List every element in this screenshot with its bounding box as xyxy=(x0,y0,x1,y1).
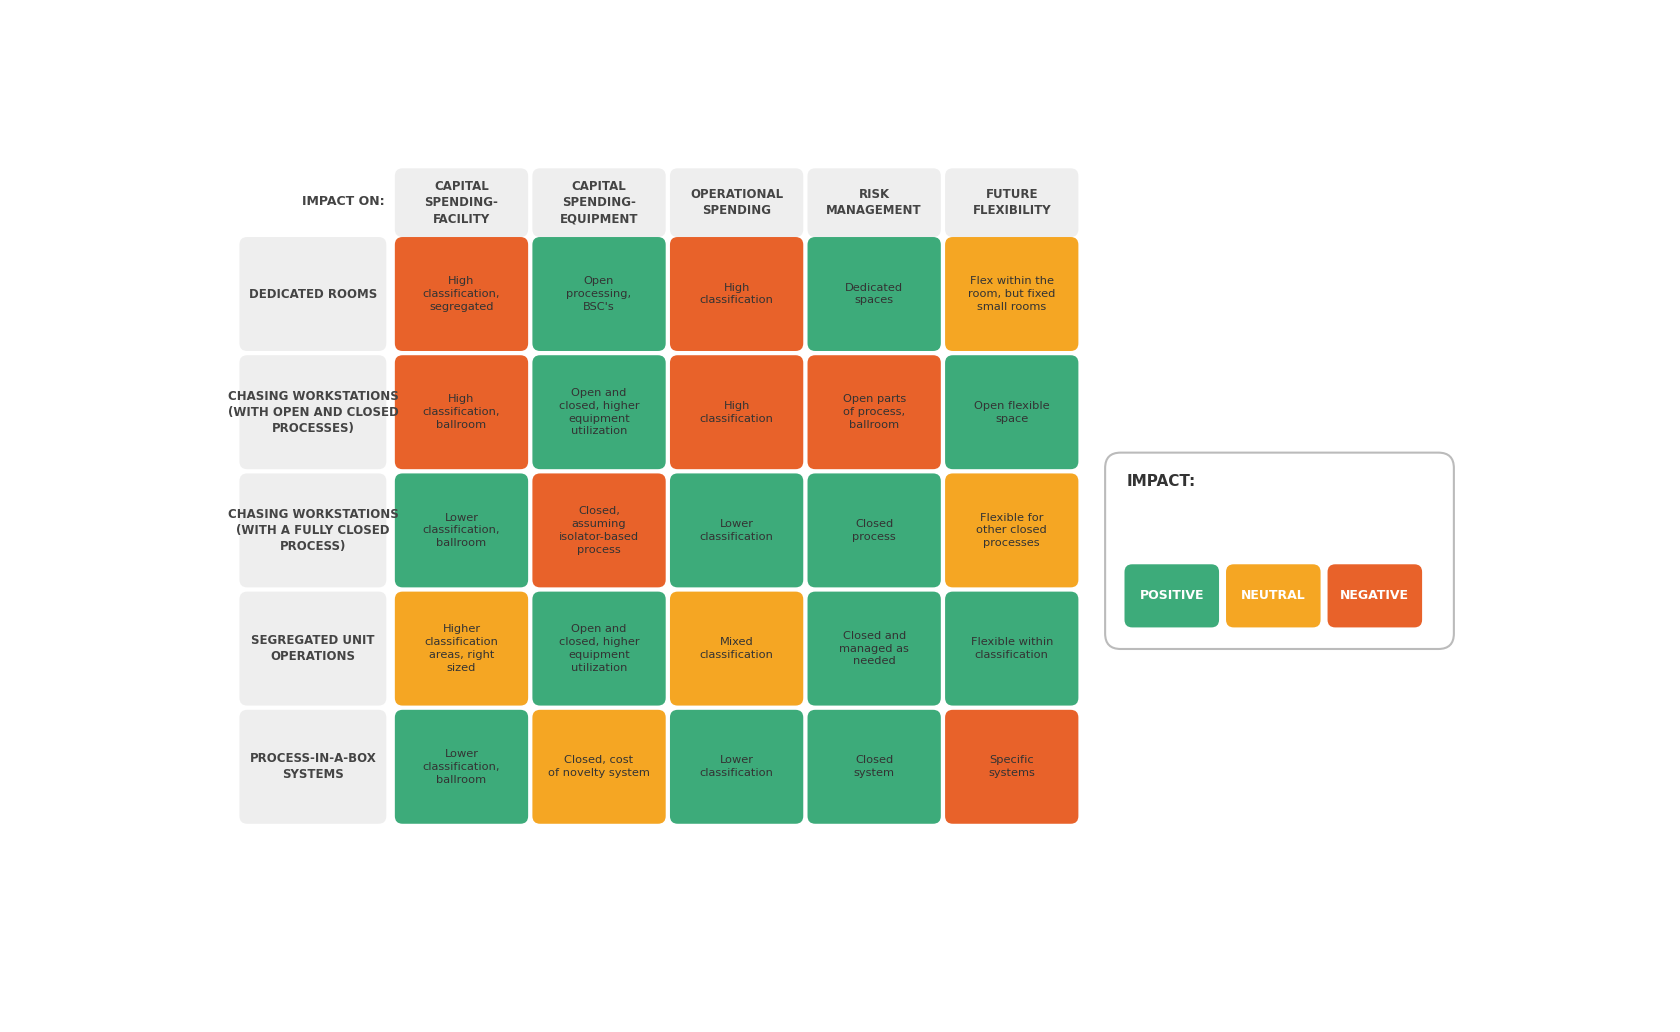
Text: OPERATIONAL
SPENDING: OPERATIONAL SPENDING xyxy=(690,188,783,218)
Text: IMPACT:: IMPACT: xyxy=(1127,475,1196,489)
Text: High
classification,
segregated: High classification, segregated xyxy=(423,277,501,312)
Text: CHASING WORKSTATIONS
(WITH OPEN AND CLOSED
PROCESSES): CHASING WORKSTATIONS (WITH OPEN AND CLOS… xyxy=(227,390,398,434)
Text: Open and
closed, higher
equipment
utilization: Open and closed, higher equipment utiliz… xyxy=(559,624,640,673)
Text: IMPACT ON:: IMPACT ON: xyxy=(302,195,385,208)
FancyBboxPatch shape xyxy=(946,474,1079,587)
FancyBboxPatch shape xyxy=(1124,565,1220,627)
Text: Closed and
managed as
needed: Closed and managed as needed xyxy=(840,631,909,667)
FancyBboxPatch shape xyxy=(670,355,803,470)
Text: FUTURE
FLEXIBILITY: FUTURE FLEXIBILITY xyxy=(973,188,1052,218)
Text: Open
processing,
BSC's: Open processing, BSC's xyxy=(566,277,632,312)
Text: DEDICATED ROOMS: DEDICATED ROOMS xyxy=(249,288,376,300)
FancyBboxPatch shape xyxy=(395,237,528,351)
FancyBboxPatch shape xyxy=(808,355,941,470)
FancyBboxPatch shape xyxy=(808,168,941,237)
Text: Open and
closed, higher
equipment
utilization: Open and closed, higher equipment utiliz… xyxy=(559,388,640,437)
FancyBboxPatch shape xyxy=(240,710,386,824)
FancyBboxPatch shape xyxy=(240,237,386,351)
Text: Lower
classification,
ballroom: Lower classification, ballroom xyxy=(423,749,501,784)
FancyBboxPatch shape xyxy=(533,474,665,587)
FancyBboxPatch shape xyxy=(946,168,1079,237)
Text: PROCESS-IN-A-BOX
SYSTEMS: PROCESS-IN-A-BOX SYSTEMS xyxy=(250,752,376,781)
Text: RISK
MANAGEMENT: RISK MANAGEMENT xyxy=(827,188,922,218)
Text: High
classification: High classification xyxy=(699,400,773,423)
FancyBboxPatch shape xyxy=(1105,453,1453,649)
FancyBboxPatch shape xyxy=(808,591,941,706)
FancyBboxPatch shape xyxy=(533,591,665,706)
FancyBboxPatch shape xyxy=(395,591,528,706)
FancyBboxPatch shape xyxy=(1327,565,1421,627)
Text: Mixed
classification: Mixed classification xyxy=(699,637,773,660)
Text: Closed
system: Closed system xyxy=(853,755,895,778)
Text: CHASING WORKSTATIONS
(WITH A FULLY CLOSED
PROCESS): CHASING WORKSTATIONS (WITH A FULLY CLOSE… xyxy=(227,508,398,553)
FancyBboxPatch shape xyxy=(240,591,386,706)
Text: Lower
classification: Lower classification xyxy=(699,755,773,778)
Text: NEGATIVE: NEGATIVE xyxy=(1341,589,1410,603)
Text: Closed, cost
of novelty system: Closed, cost of novelty system xyxy=(548,755,650,778)
Text: CAPITAL
SPENDING-
EQUIPMENT: CAPITAL SPENDING- EQUIPMENT xyxy=(559,180,638,226)
Text: Flexible for
other closed
processes: Flexible for other closed processes xyxy=(976,513,1047,548)
Text: CAPITAL
SPENDING-
FACILITY: CAPITAL SPENDING- FACILITY xyxy=(425,180,499,226)
FancyBboxPatch shape xyxy=(808,237,941,351)
FancyBboxPatch shape xyxy=(946,355,1079,470)
FancyBboxPatch shape xyxy=(946,710,1079,824)
Text: Open flexible
space: Open flexible space xyxy=(974,400,1050,423)
Text: Lower
classification: Lower classification xyxy=(699,519,773,542)
FancyBboxPatch shape xyxy=(808,710,941,824)
FancyBboxPatch shape xyxy=(240,474,386,587)
FancyBboxPatch shape xyxy=(670,168,803,237)
FancyBboxPatch shape xyxy=(670,474,803,587)
FancyBboxPatch shape xyxy=(670,591,803,706)
Text: POSITIVE: POSITIVE xyxy=(1139,589,1205,603)
FancyBboxPatch shape xyxy=(670,237,803,351)
Text: Open parts
of process,
ballroom: Open parts of process, ballroom xyxy=(843,394,906,430)
Text: Lower
classification,
ballroom: Lower classification, ballroom xyxy=(423,513,501,548)
FancyBboxPatch shape xyxy=(395,710,528,824)
Text: SEGREGATED UNIT
OPERATIONS: SEGREGATED UNIT OPERATIONS xyxy=(250,634,375,664)
FancyBboxPatch shape xyxy=(395,168,528,237)
Text: Dedicated
spaces: Dedicated spaces xyxy=(845,283,904,305)
Text: Flexible within
classification: Flexible within classification xyxy=(971,637,1053,660)
FancyBboxPatch shape xyxy=(533,237,665,351)
FancyBboxPatch shape xyxy=(946,591,1079,706)
FancyBboxPatch shape xyxy=(946,237,1079,351)
FancyBboxPatch shape xyxy=(395,355,528,470)
Text: Flex within the
room, but fixed
small rooms: Flex within the room, but fixed small ro… xyxy=(968,277,1055,312)
FancyBboxPatch shape xyxy=(533,168,665,237)
FancyBboxPatch shape xyxy=(670,710,803,824)
Text: NEUTRAL: NEUTRAL xyxy=(1242,589,1305,603)
Text: Closed
process: Closed process xyxy=(852,519,895,542)
FancyBboxPatch shape xyxy=(395,474,528,587)
Text: Closed,
assuming
isolator-based
process: Closed, assuming isolator-based process xyxy=(559,507,638,554)
Text: High
classification: High classification xyxy=(699,283,773,305)
FancyBboxPatch shape xyxy=(808,474,941,587)
FancyBboxPatch shape xyxy=(240,355,386,470)
FancyBboxPatch shape xyxy=(1226,565,1320,627)
Text: Specific
systems: Specific systems xyxy=(988,755,1035,778)
FancyBboxPatch shape xyxy=(533,355,665,470)
Text: Higher
classification
areas, right
sized: Higher classification areas, right sized xyxy=(425,624,499,673)
FancyBboxPatch shape xyxy=(533,710,665,824)
Text: High
classification,
ballroom: High classification, ballroom xyxy=(423,394,501,430)
